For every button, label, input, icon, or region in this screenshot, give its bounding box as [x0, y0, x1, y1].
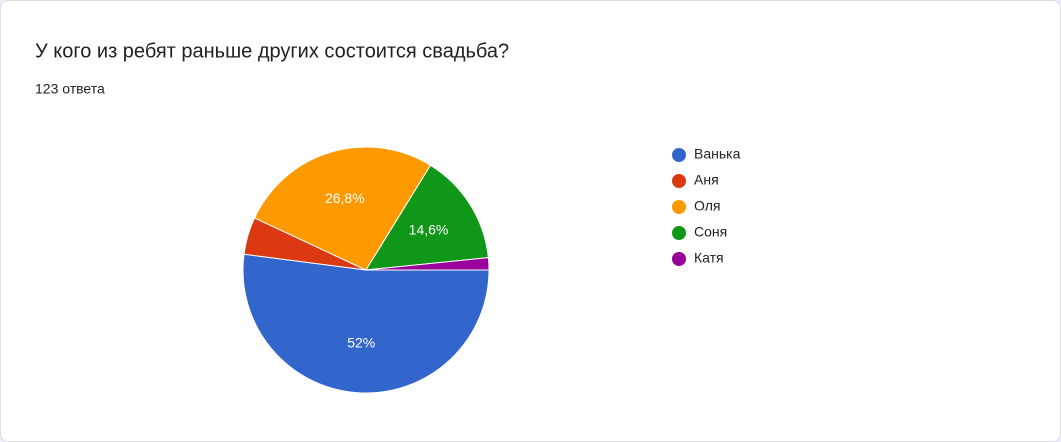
legend-marker — [672, 200, 686, 214]
legend-marker — [672, 174, 686, 188]
legend-marker — [672, 252, 686, 266]
slice-label: 52% — [347, 334, 375, 350]
legend-marker — [672, 148, 686, 162]
legend-label: Оля — [694, 198, 720, 214]
pie-slice — [242, 253, 490, 394]
slice-label: 14,6% — [409, 222, 449, 238]
slice-label: 26,8% — [325, 190, 365, 206]
response-count: 123 ответа — [35, 81, 105, 97]
chart-title: У кого из ребят раньше других состоится … — [35, 40, 509, 62]
legend-marker — [672, 226, 686, 240]
legend-label: Соня — [694, 224, 727, 240]
legend-label: Ванька — [694, 146, 741, 162]
legend-label: Аня — [694, 172, 719, 188]
pie-slice — [253, 146, 432, 271]
legend-label: Катя — [694, 250, 724, 266]
pie-slice — [365, 164, 489, 271]
pie-slice — [365, 257, 490, 271]
